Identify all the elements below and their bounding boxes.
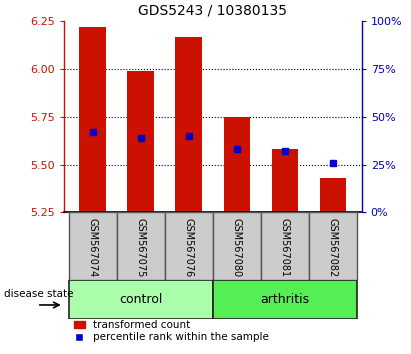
Text: GSM567075: GSM567075 <box>136 218 145 277</box>
Legend: transformed count, percentile rank within the sample: transformed count, percentile rank withi… <box>74 320 269 342</box>
Bar <box>165 212 213 280</box>
Bar <box>261 212 309 280</box>
Bar <box>320 178 346 212</box>
Text: disease state: disease state <box>4 289 74 299</box>
Text: GSM567080: GSM567080 <box>232 218 242 277</box>
Bar <box>272 149 298 212</box>
Bar <box>213 212 261 280</box>
Text: arthritis: arthritis <box>260 293 309 306</box>
Text: GSM567082: GSM567082 <box>328 218 338 277</box>
Text: control: control <box>119 293 162 306</box>
Bar <box>309 212 357 280</box>
Bar <box>79 27 106 212</box>
Bar <box>224 117 250 212</box>
Bar <box>175 36 202 212</box>
Bar <box>127 71 154 212</box>
Text: GSM567076: GSM567076 <box>184 218 194 277</box>
Bar <box>117 212 165 280</box>
Title: GDS5243 / 10380135: GDS5243 / 10380135 <box>138 3 287 17</box>
Bar <box>69 212 117 280</box>
Text: GSM567074: GSM567074 <box>88 218 97 277</box>
Text: GSM567081: GSM567081 <box>280 218 290 277</box>
Bar <box>69 280 213 319</box>
Bar <box>213 280 357 319</box>
